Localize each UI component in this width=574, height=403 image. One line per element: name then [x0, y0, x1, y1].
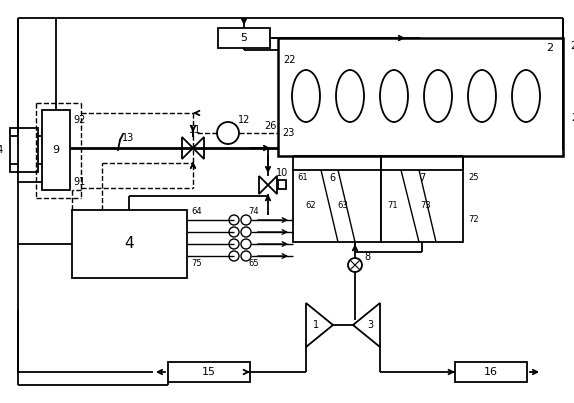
Text: 64: 64 — [191, 208, 201, 216]
Text: 13: 13 — [122, 133, 134, 143]
Polygon shape — [259, 176, 268, 194]
Text: 62: 62 — [306, 201, 316, 210]
Text: 65: 65 — [248, 260, 259, 268]
Text: 25: 25 — [468, 174, 479, 183]
Bar — [10, 128, 38, 172]
Circle shape — [241, 239, 251, 249]
Polygon shape — [268, 176, 277, 194]
Bar — [278, 180, 286, 189]
Polygon shape — [193, 137, 204, 159]
Text: 61: 61 — [297, 174, 308, 183]
Text: 16: 16 — [484, 367, 498, 377]
Text: 3: 3 — [367, 320, 373, 330]
Text: 15: 15 — [202, 367, 216, 377]
Text: 63: 63 — [338, 201, 348, 210]
Text: 1: 1 — [313, 320, 319, 330]
Text: 11: 11 — [189, 125, 201, 135]
Bar — [381, 170, 463, 242]
Ellipse shape — [424, 70, 452, 122]
Text: 26: 26 — [264, 121, 276, 131]
Text: 8: 8 — [364, 252, 370, 262]
Text: 23: 23 — [282, 128, 294, 138]
Text: 9: 9 — [52, 145, 60, 155]
Text: 22: 22 — [284, 55, 296, 65]
Text: 74: 74 — [248, 208, 259, 216]
Text: 71: 71 — [387, 201, 398, 210]
Circle shape — [217, 122, 239, 144]
Text: 7: 7 — [419, 173, 425, 183]
Text: 72: 72 — [468, 216, 479, 224]
Ellipse shape — [292, 70, 320, 122]
Circle shape — [241, 215, 251, 225]
Text: 2: 2 — [546, 43, 553, 53]
Circle shape — [229, 215, 239, 225]
Text: 12: 12 — [238, 115, 250, 125]
Bar — [218, 28, 270, 48]
Circle shape — [241, 251, 251, 261]
Ellipse shape — [380, 70, 408, 122]
Bar — [72, 210, 187, 278]
Text: 73: 73 — [421, 201, 432, 210]
Text: 6: 6 — [329, 173, 335, 183]
Text: 4: 4 — [124, 237, 134, 251]
Text: 92: 92 — [73, 115, 86, 125]
Circle shape — [229, 227, 239, 237]
Ellipse shape — [336, 70, 364, 122]
Bar — [455, 362, 527, 382]
Circle shape — [348, 258, 362, 272]
Text: 24: 24 — [570, 41, 574, 51]
Circle shape — [229, 239, 239, 249]
Polygon shape — [306, 303, 333, 347]
Bar — [42, 110, 70, 190]
Text: 5: 5 — [241, 33, 247, 43]
Ellipse shape — [512, 70, 540, 122]
Text: 91: 91 — [73, 177, 86, 187]
Text: 10: 10 — [276, 168, 288, 178]
Text: 21: 21 — [571, 113, 574, 123]
Bar — [293, 170, 381, 242]
Polygon shape — [353, 303, 380, 347]
Text: 14: 14 — [0, 145, 4, 155]
Circle shape — [229, 251, 239, 261]
Text: 75: 75 — [191, 260, 201, 268]
Ellipse shape — [468, 70, 496, 122]
Bar — [168, 362, 250, 382]
Bar — [278, 38, 563, 156]
Circle shape — [241, 227, 251, 237]
Polygon shape — [182, 137, 193, 159]
